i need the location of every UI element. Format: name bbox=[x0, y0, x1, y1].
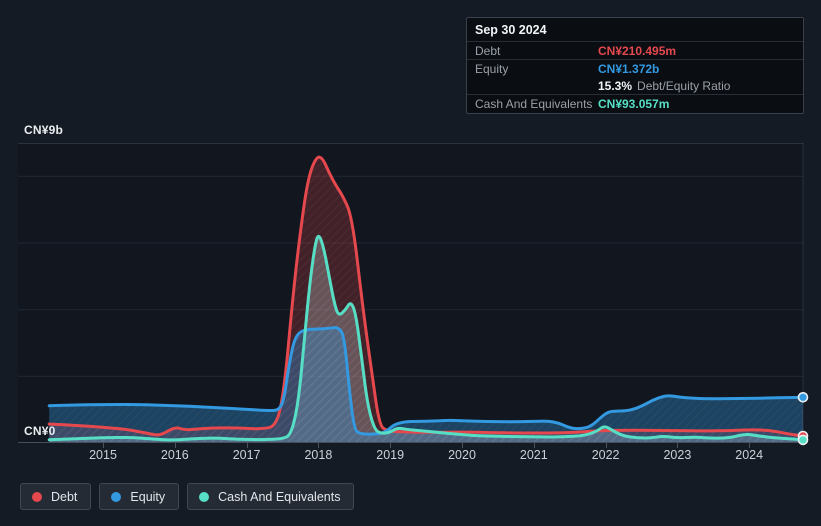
x-axis-label: 2023 bbox=[663, 448, 692, 462]
equity-line bbox=[47, 326, 805, 436]
y-axis-zero-label: CN¥0 bbox=[24, 424, 56, 438]
legend-item-equity[interactable]: Equity bbox=[99, 483, 180, 510]
plot-background bbox=[18, 143, 803, 443]
x-axis-label: 2021 bbox=[519, 448, 548, 462]
x-axis-tick bbox=[677, 443, 679, 448]
chart-tooltip: Sep 30 2024 Debt CN¥210.495m Equity CN¥1… bbox=[466, 17, 804, 114]
x-axis-tick bbox=[390, 443, 392, 448]
tooltip-ratio-label: Debt/Equity Ratio bbox=[637, 78, 731, 93]
x-axis-label: 2015 bbox=[89, 448, 117, 462]
x-axis-label: 2016 bbox=[160, 448, 189, 462]
x-axis-tick bbox=[246, 443, 248, 448]
x-axis-tick bbox=[533, 443, 535, 448]
tooltip-cash-label: Cash And Equivalents bbox=[475, 97, 593, 111]
tooltip-row-equity: Equity CN¥1.372b bbox=[467, 60, 803, 77]
debt-line bbox=[47, 155, 805, 438]
legend-item-cash-and-equivalents[interactable]: Cash And Equivalents bbox=[187, 483, 355, 510]
x-axis-tick bbox=[318, 443, 320, 448]
tooltip-cash-value: CN¥93.057m bbox=[598, 97, 670, 111]
x-axis-label: 2019 bbox=[376, 448, 405, 462]
x-axis-label: 2022 bbox=[591, 448, 620, 462]
tooltip-date: Sep 30 2024 bbox=[467, 18, 803, 42]
tooltip-row-cash: Cash And Equivalents CN¥93.057m bbox=[467, 95, 803, 113]
plot-area[interactable] bbox=[18, 143, 809, 446]
chart-legend: Debt Equity Cash And Equivalents bbox=[20, 483, 355, 510]
x-axis-label: 2017 bbox=[232, 448, 261, 462]
x-axis-label: 2024 bbox=[735, 448, 764, 462]
legend-dot-icon bbox=[199, 491, 210, 502]
x-axis-label: 2020 bbox=[448, 448, 476, 462]
tooltip-debt-label: Debt bbox=[475, 43, 501, 58]
legend-item-debt[interactable]: Debt bbox=[20, 483, 92, 510]
legend-label: Debt bbox=[51, 489, 78, 504]
tooltip-equity-value: CN¥1.372b bbox=[598, 61, 660, 76]
cash-and-equivalents-line bbox=[47, 234, 805, 442]
tooltip-row-ratio: 15.3% Debt/Equity Ratio bbox=[467, 77, 803, 95]
legend-dot-icon bbox=[111, 491, 122, 502]
tooltip-ratio-value: 15.3% bbox=[598, 78, 633, 93]
x-axis-label: 2018 bbox=[304, 448, 333, 462]
legend-label: Equity bbox=[130, 489, 166, 504]
tooltip-equity-label: Equity bbox=[475, 61, 509, 76]
x-axis-tick bbox=[749, 443, 751, 448]
y-axis-max-label: CN¥9b bbox=[24, 123, 64, 137]
cash-and-equivalents-end-marker bbox=[797, 434, 809, 446]
legend-dot-icon bbox=[32, 491, 42, 502]
x-axis-tick bbox=[462, 443, 463, 448]
tooltip-row-debt: Debt CN¥210.495m bbox=[467, 42, 803, 60]
x-axis-tick bbox=[103, 443, 104, 448]
equity-end-marker bbox=[797, 392, 809, 403]
plot-svg[interactable] bbox=[18, 143, 809, 446]
tooltip-debt-value: CN¥210.495m bbox=[598, 43, 677, 58]
legend-label: Cash And Equivalents bbox=[218, 489, 341, 504]
x-axis-tick bbox=[605, 443, 607, 448]
equity-area-hatch bbox=[49, 327, 803, 443]
x-axis-tick bbox=[174, 443, 176, 448]
